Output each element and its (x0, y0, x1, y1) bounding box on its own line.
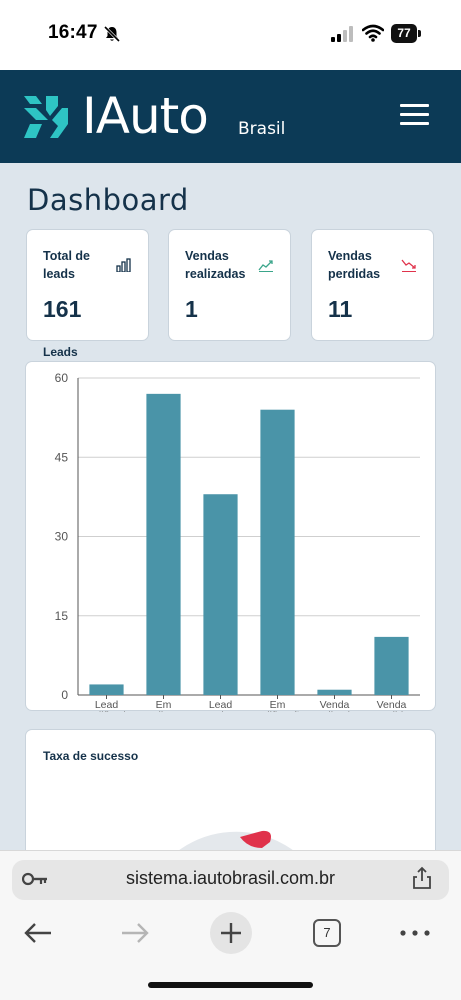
stat-label: Vendas perdidas (328, 249, 381, 281)
x-tick-label: perdida (374, 710, 409, 712)
success-rate-gauge (175, 830, 297, 853)
x-tick-label: Em (156, 699, 172, 711)
leads-bar-chart: 015304560LeadqualificadoEmatendimentoLea… (55, 371, 420, 712)
stat-card-vendas-realizadas: Vendas realizadas 1 (168, 229, 291, 341)
battery-indicator: 77 (391, 24, 421, 43)
new-tab-button[interactable] (210, 912, 252, 954)
trend-down-icon (401, 259, 416, 272)
stat-card-total-leads: Total de leads 161 (26, 229, 149, 341)
address-bar[interactable] (12, 860, 449, 900)
y-tick-label: 45 (55, 450, 69, 464)
bar (374, 636, 409, 695)
url-text[interactable]: sistema.iautobrasil.com.br (125, 868, 336, 888)
bar (203, 494, 238, 695)
plus-icon (221, 923, 241, 943)
x-tick-label: Lead (95, 699, 119, 711)
x-tick-label: atendimento (135, 710, 193, 712)
hamburger-menu-icon[interactable] (400, 104, 429, 126)
y-tick-label: 15 (55, 609, 69, 623)
x-tick-label: qualificado (81, 710, 131, 712)
bar (317, 689, 352, 695)
x-tick-label: Em (270, 699, 286, 711)
page-title: Dashboard (27, 183, 189, 217)
x-tick-label: Lead (209, 699, 233, 711)
y-tick-label: 0 (61, 688, 68, 702)
share-icon[interactable] (412, 866, 432, 890)
x-tick-label: Frio (211, 710, 229, 712)
gauge-track (175, 831, 297, 853)
bar (146, 393, 181, 695)
cellular-signal-icon (331, 26, 353, 42)
tab-switcher-button[interactable]: 7 (313, 919, 341, 947)
leads-section-label: Leads (43, 345, 78, 359)
stat-card-vendas-perdidas: Vendas perdidas 11 (311, 229, 434, 341)
stat-label: Total de leads (43, 249, 90, 281)
stat-value: 11 (328, 296, 353, 322)
stat-value: 161 (43, 296, 82, 322)
success-rate-title: Taxa de sucesso (43, 749, 139, 763)
bar-chart-icon (116, 258, 131, 272)
x-tick-label: Venda (377, 699, 407, 711)
bell-muted-icon (103, 25, 121, 43)
bar (260, 409, 295, 695)
trend-up-icon (258, 260, 273, 272)
wifi-icon (362, 24, 384, 42)
leads-chart-card: 015304560LeadqualificadoEmatendimentoLea… (25, 361, 436, 712)
x-tick-label: qualificação (250, 710, 306, 712)
logo-mark-icon (24, 96, 68, 138)
y-tick-label: 30 (55, 530, 69, 544)
status-bar: 16:47 77 (0, 0, 461, 70)
bar (89, 684, 124, 695)
battery-level: 77 (391, 24, 417, 43)
stat-label: Vendas realizadas (185, 249, 246, 281)
logo-subtitle: Brasil (238, 119, 286, 139)
status-time: 16:47 (48, 22, 98, 43)
logo-text: IAuto (82, 87, 209, 145)
dashboard-content: Dashboard Total de leads 161 Vendas real… (0, 163, 461, 853)
app-header (0, 70, 461, 163)
stat-value: 1 (185, 296, 198, 322)
home-indicator (148, 982, 313, 988)
more-options-icon[interactable] (399, 928, 431, 938)
gauge-fill (240, 830, 271, 848)
back-arrow-icon[interactable] (23, 920, 53, 946)
forward-arrow-icon[interactable] (120, 920, 150, 946)
y-tick-label: 60 (55, 371, 69, 385)
x-tick-label: Venda (320, 699, 350, 711)
x-tick-label: realizada (313, 710, 356, 712)
key-icon[interactable] (22, 871, 48, 887)
battery-tip (418, 30, 421, 37)
success-rate-card: Taxa de sucesso (25, 729, 436, 853)
